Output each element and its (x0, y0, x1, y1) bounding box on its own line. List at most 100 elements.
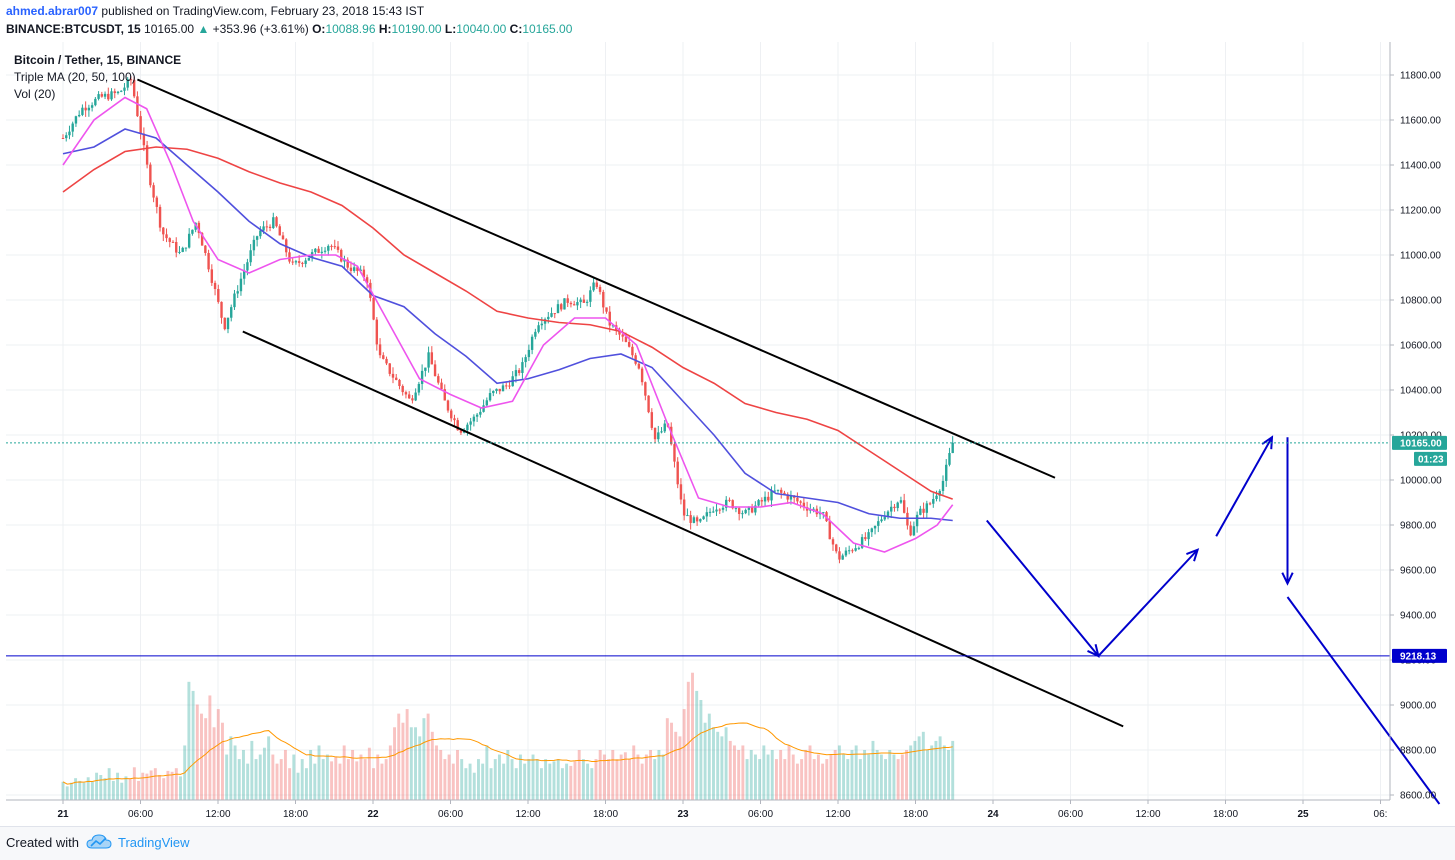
volume-bar (464, 768, 468, 800)
volume-bar (896, 759, 900, 800)
ma100-line (62, 146, 953, 500)
footer: Created with TradingView (0, 826, 1455, 860)
candle-body (660, 431, 663, 433)
legend-ma[interactable]: Triple MA (20, 50, 100) (14, 70, 136, 84)
volume-bar (766, 754, 770, 800)
volume-bar (409, 727, 413, 800)
volume-bar (858, 759, 862, 800)
candle-body (275, 217, 278, 227)
volume-bar (640, 763, 644, 800)
volume-bar (317, 745, 321, 800)
tradingview-cloud-icon[interactable] (86, 833, 112, 851)
channel-upper-line[interactable] (137, 78, 1056, 479)
volume-bar (233, 745, 237, 800)
candle-body (521, 362, 524, 373)
volume-bar (107, 768, 111, 800)
candle-body (598, 286, 602, 292)
candle-body (191, 229, 194, 234)
volume-bar (472, 772, 476, 800)
volume-bar (351, 750, 355, 800)
volume-bar (145, 773, 149, 800)
price-tick-label: 9800.00 (1400, 521, 1437, 532)
candle-body (152, 185, 155, 198)
candle-body (495, 388, 498, 392)
candle-body (317, 248, 320, 253)
volume-bar (376, 754, 380, 800)
price-tick-label: 9400.00 (1400, 611, 1437, 622)
candle-body (398, 379, 401, 387)
candle-body (126, 79, 129, 88)
candle-body (569, 302, 573, 305)
volume-bar (833, 750, 837, 800)
candle-body (320, 251, 324, 253)
author-link[interactable]: ahmed.abrar007 (6, 4, 99, 18)
candle-body (165, 234, 168, 239)
volume-bar (565, 763, 569, 800)
channel-lower-line[interactable] (242, 330, 1124, 728)
volume-bar (611, 750, 615, 800)
candle-body (375, 319, 379, 345)
candle-body (860, 537, 864, 548)
candle-body (68, 131, 71, 136)
projection-path[interactable] (986, 519, 1199, 658)
volume-bar (229, 736, 233, 800)
candle-body (537, 325, 540, 332)
candle-body (255, 236, 259, 240)
price-chart[interactable]: Bitcoin / Tether, 15, BINANCE Triple MA … (0, 42, 1455, 826)
candle-body (547, 316, 550, 320)
volume-bar (325, 754, 329, 800)
candle-body (437, 376, 440, 383)
volume-bar (846, 759, 850, 800)
candle-body (453, 418, 456, 421)
volume-bar (804, 750, 808, 800)
candle-body (543, 319, 547, 324)
candle-body (841, 555, 844, 560)
legend-vol[interactable]: Vol (20) (14, 87, 55, 101)
volume-bar (237, 759, 241, 800)
candle-body (181, 247, 184, 252)
projection-path-2[interactable] (1215, 436, 1273, 537)
candle-body (262, 226, 265, 231)
candle-body (401, 386, 404, 393)
drawings-layer[interactable] (6, 78, 1441, 805)
candle-body (417, 383, 421, 393)
time-axis[interactable]: 21 06:00 12:00 18:00 22 06:00 12:00 18:00 23 06:0… (6, 799, 1390, 820)
volume-bar (779, 750, 783, 800)
candle-body (501, 385, 505, 392)
price-tick-label: 10000.00 (1400, 476, 1442, 487)
candle-body (886, 511, 890, 518)
candle-body (686, 515, 689, 517)
candle-body (307, 257, 311, 261)
candle-body (132, 79, 136, 97)
candle-body (550, 313, 553, 317)
volume-bar (405, 709, 409, 800)
volume-bar (653, 759, 657, 800)
candle-body (362, 269, 366, 278)
candle-body (828, 521, 831, 540)
candle-body (624, 336, 628, 343)
candle-body (145, 145, 149, 165)
candle-body (404, 392, 408, 395)
volume-bar (388, 745, 392, 800)
volume-bar (384, 759, 388, 800)
volume-bar (926, 750, 929, 800)
candle-body (663, 423, 666, 432)
price-axis[interactable]: 11800.00 11600.00 11400.00 11200.00 11000.00… (1389, 42, 1442, 802)
candle-body (84, 107, 87, 111)
candle-body (155, 197, 159, 207)
volume-bar (548, 763, 552, 800)
projection-path-3[interactable] (1286, 596, 1441, 805)
created-with-label: Created with (6, 835, 79, 850)
ma20-line (62, 96, 954, 553)
tradingview-brand[interactable]: TradingView (118, 835, 190, 850)
time-tick-label: 21 (57, 809, 69, 820)
candle-body (139, 116, 142, 134)
volume-bar (510, 759, 514, 800)
last-price-tag-bg (1392, 435, 1447, 450)
last-price-tag: 10165.00 (1400, 438, 1442, 449)
candle-body (530, 336, 534, 350)
candle-body (844, 550, 848, 556)
candle-body (514, 370, 518, 377)
candle-body (330, 245, 333, 247)
ma50-line (62, 128, 953, 522)
